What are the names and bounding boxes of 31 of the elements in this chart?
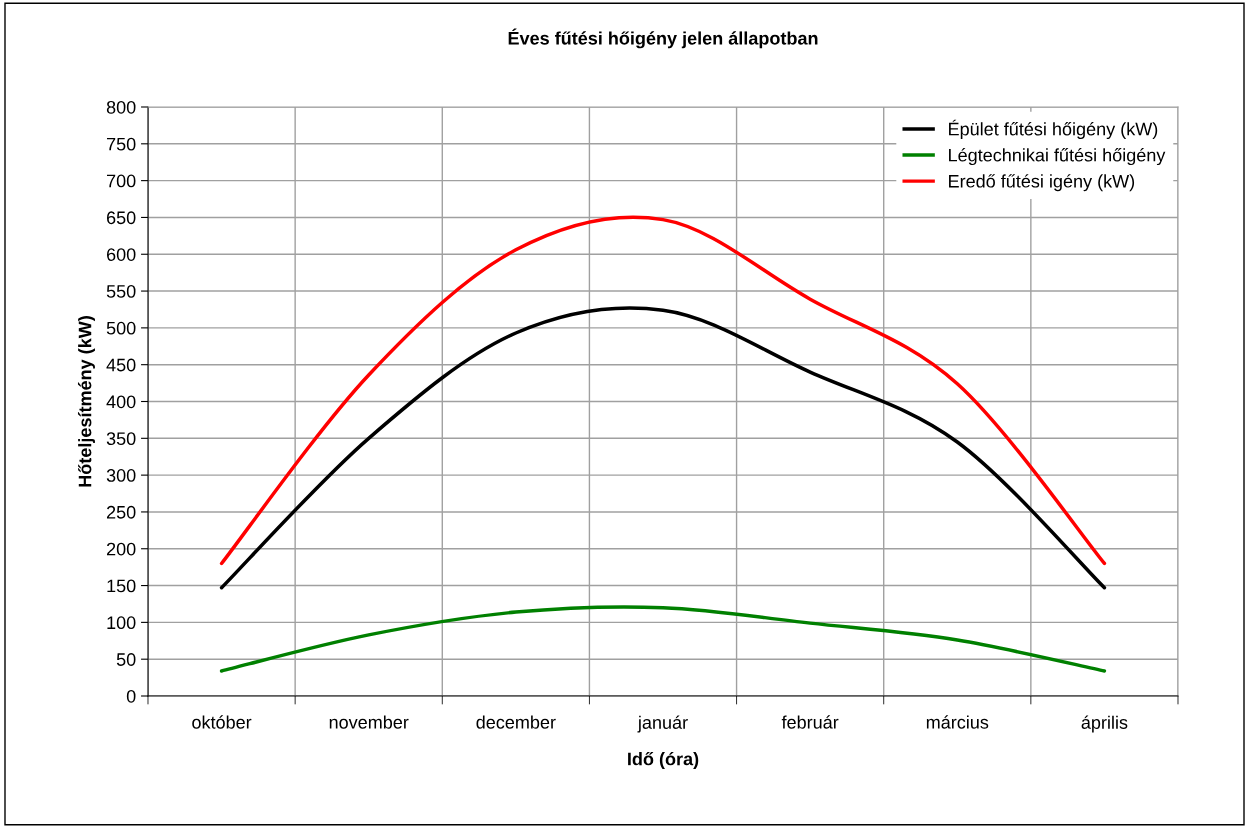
y-tick-label: 0: [126, 689, 136, 703]
y-tick-label: 650: [106, 211, 136, 225]
y-axis-title: Hőteljesítmény (kW): [77, 316, 95, 487]
legend-label: Légtechnikai fűtési hőigény: [949, 148, 1166, 166]
x-tick-label: február: [781, 715, 839, 729]
y-tick-label: 300: [106, 469, 136, 482]
y-tick-label: 100: [107, 616, 136, 630]
y-tick-label: 200: [106, 542, 136, 556]
y-tick-label: 550: [106, 285, 136, 298]
legend-label: Eredő fűtési igény (kW): [949, 174, 1135, 192]
x-tick-label: október: [192, 715, 252, 729]
line-series: [219, 605, 1107, 673]
y-tick-label: 50: [116, 653, 136, 666]
legend-label: Épület fűtési hőigény (kW): [949, 119, 1158, 140]
x-axis-title: Idő (óra): [628, 751, 699, 769]
chart-title: Éves fűtési hőigény jelen állapotban: [508, 28, 818, 49]
y-tick-label: 350: [106, 432, 136, 446]
y-tick-label: 700: [107, 174, 136, 188]
x-tick-label: január: [637, 715, 688, 733]
x-tick-label: december: [476, 715, 556, 729]
y-tick-label: 450: [106, 358, 136, 372]
x-tick-label: április: [1081, 715, 1128, 733]
y-tick-label: 800: [106, 100, 136, 114]
y-tick-label: 250: [106, 505, 136, 519]
y-tick-label: 150: [107, 579, 136, 593]
x-tick-label: március: [926, 715, 989, 729]
y-tick-label: 500: [106, 321, 136, 335]
y-tick-label: 600: [106, 248, 136, 261]
x-tick-label: november: [329, 715, 409, 729]
y-tick-label: 400: [106, 395, 136, 409]
y-tick-label: 750: [107, 137, 136, 151]
